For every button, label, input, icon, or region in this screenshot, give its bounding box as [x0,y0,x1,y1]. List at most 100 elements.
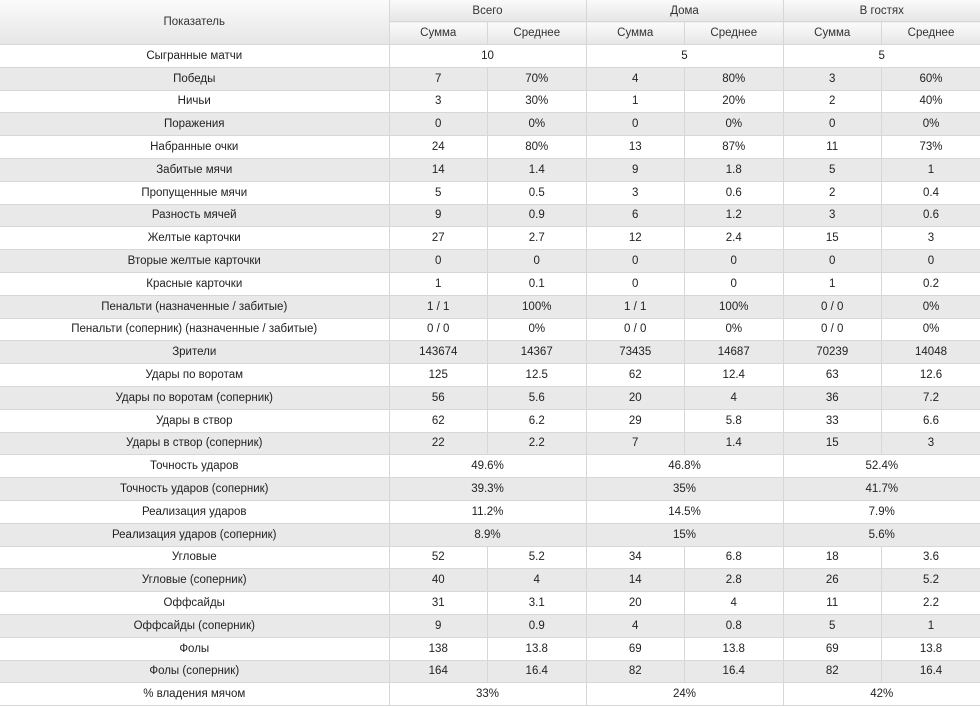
row-label: Удары по воротам [0,363,389,387]
table-row: Фолы (соперник) 164 16.4 82 16.4 82 16.4 [0,660,980,684]
row-label: Пенальти (соперник) (назначенные / забит… [0,318,389,342]
table-row: Оффсайды (соперник) 9 0.9 4 0.8 5 1 [0,614,980,638]
avg-cell: 14367 [487,340,586,365]
row-label: Пенальти (назначенные / забитые) [0,295,389,319]
sum-cell: 70239 [782,340,882,365]
table-row: Угловые 52 5.2 34 6.8 18 3.6 [0,546,980,570]
avg-cell: 3 [881,432,980,456]
table-row: % владения мячом 33% 24% 42% [0,682,980,707]
sum-cell: 18 [782,546,882,570]
avg-cell: 2.7 [487,226,586,251]
table-row: Вторые желтые карточки 0 0 0 0 0 0 [0,249,980,273]
header-sum: Сумма [388,21,488,45]
avg-cell: 100% [684,295,783,319]
sum-cell: 2 [782,90,882,114]
sum-cell: 1 [585,90,685,114]
avg-cell: 4 [684,386,783,410]
row-label: Точность ударов [0,454,389,479]
table-row: Победы 7 70% 4 80% 3 60% [0,67,980,91]
sum-cell: 27 [388,226,488,251]
avg-cell: 100% [487,295,586,319]
sum-cell: 62 [585,363,685,387]
avg-cell: 7.2 [881,386,980,410]
avg-cell: 4 [684,591,783,615]
avg-cell: 4 [487,568,586,593]
merged-value-cell: 10 [388,44,586,68]
table-row: Зрители 143674 14367 73435 14687 70239 14048 [0,340,980,365]
merged-value-cell: 8.9% [388,523,586,547]
table-row: Пенальти (соперник) (назначенные / забит… [0,318,980,342]
avg-cell: 13.8 [684,637,783,661]
sum-cell: 4 [585,614,685,638]
merged-value-cell: 5.6% [782,523,980,547]
table-row: Разность мячей 9 0.9 6 1.2 3 0.6 [0,204,980,228]
sum-cell: 15 [782,432,882,456]
avg-cell: 2.4 [684,226,783,251]
merged-value-cell: 7.9% [782,500,980,524]
avg-cell: 0 [881,249,980,273]
avg-cell: 6.2 [487,409,586,433]
sum-cell: 82 [782,660,882,684]
header-sum: Сумма [585,21,685,45]
avg-cell: 40% [881,90,980,114]
table-row: Ничьи 3 30% 1 20% 2 40% [0,90,980,114]
merged-value-cell: 5 [782,44,980,68]
table-row: Фолы 138 13.8 69 13.8 69 13.8 [0,637,980,661]
avg-cell: 16.4 [487,660,586,684]
avg-cell: 6.8 [684,546,783,570]
sum-cell: 52 [388,546,488,570]
avg-cell: 0 [684,272,783,296]
sum-cell: 5 [782,614,882,638]
table-row: Пропущенные мячи 5 0.5 3 0.6 2 0.4 [0,181,980,205]
sum-cell: 82 [585,660,685,684]
avg-cell: 1.2 [684,204,783,228]
sum-cell: 0 [782,249,882,273]
merged-value-cell: 41.7% [782,477,980,501]
avg-cell: 0% [487,318,586,342]
sum-cell: 33 [782,409,882,433]
sum-cell: 0 / 0 [388,318,488,342]
sum-cell: 138 [388,637,488,661]
header-group-total: Всего [388,0,586,22]
sum-cell: 9 [388,204,488,228]
sum-cell: 22 [388,432,488,456]
avg-cell: 13.8 [487,637,586,661]
avg-cell: 87% [684,135,783,159]
merged-value-cell: 33% [388,682,586,707]
table-row: Точность ударов (соперник) 39.3% 35% 41.7% [0,477,980,501]
avg-cell: 0 [684,249,783,273]
sum-cell: 9 [388,614,488,638]
sum-cell: 0 [388,249,488,273]
merged-value-cell: 46.8% [585,454,783,479]
row-label: Сыгранные матчи [0,44,389,68]
row-label: Фолы (соперник) [0,660,389,684]
sum-cell: 5 [388,181,488,205]
avg-cell: 0% [684,112,783,137]
avg-cell: 5.2 [881,568,980,593]
sum-cell: 15 [782,226,882,251]
avg-cell: 3.6 [881,546,980,570]
avg-cell: 0.2 [881,272,980,296]
sum-cell: 1 [782,272,882,296]
sum-cell: 20 [585,591,685,615]
table-row: Реализация ударов (соперник) 8.9% 15% 5.6% [0,523,980,547]
row-label: Оффсайды (соперник) [0,614,389,638]
avg-cell: 5.6 [487,386,586,410]
sum-cell: 63 [782,363,882,387]
sum-cell: 1 [388,272,488,296]
table-row: Удары в створ (соперник) 22 2.2 7 1.4 15 3 [0,432,980,456]
avg-cell: 0.6 [684,181,783,205]
avg-cell: 1 [881,614,980,638]
sum-cell: 62 [388,409,488,433]
row-label: Удары в створ (соперник) [0,432,389,456]
sum-cell: 0 [585,249,685,273]
table-row: Пенальти (назначенные / забитые) 1 / 1 100… [0,295,980,319]
avg-cell: 5.8 [684,409,783,433]
sum-cell: 143674 [388,340,488,365]
row-label: % владения мячом [0,682,389,707]
sum-cell: 0 [782,112,882,137]
header-group-home: Дома [585,0,783,22]
avg-cell: 3.1 [487,591,586,615]
avg-cell: 0% [487,112,586,137]
sum-cell: 1 / 1 [388,295,488,319]
